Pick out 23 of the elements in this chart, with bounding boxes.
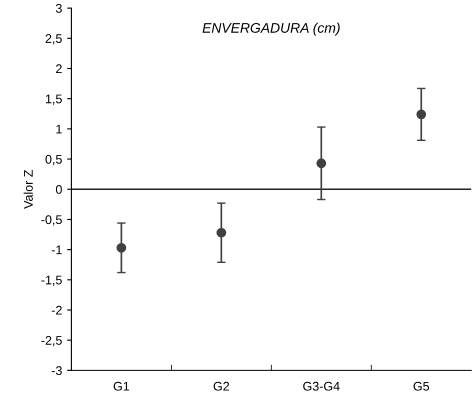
y-tick-label: -0,5	[41, 215, 62, 226]
y-tick-label: 2,5	[46, 34, 62, 44]
x-tick-label: G1	[114, 382, 130, 391]
y-axis-title: Valor Z	[24, 170, 33, 209]
x-tick-label: G5	[414, 382, 430, 391]
point	[116, 242, 126, 253]
point	[416, 110, 426, 120]
y-tick-label: 2	[56, 64, 62, 74]
y-tick-label: 0,5	[45, 154, 62, 166]
y-tick-label: -1	[52, 246, 62, 254]
x-tick-label: G3-G4	[303, 382, 340, 391]
y-tick-label: 1	[56, 124, 62, 134]
point	[316, 158, 326, 168]
y-tick-label: 1,5	[46, 94, 62, 105]
y-tick-label: 0	[56, 185, 62, 194]
y-tick-label: -2,5	[41, 336, 62, 346]
y-tick-label: 3	[56, 4, 62, 13]
y-tick-label: -1,5	[41, 276, 62, 286]
x-tick-label: G2	[214, 382, 230, 391]
y-tick-label: -2	[52, 306, 62, 315]
text: ENVERGADURA (cm)	[202, 22, 340, 36]
point	[216, 228, 226, 238]
y-tick-label: -3	[52, 366, 62, 376]
